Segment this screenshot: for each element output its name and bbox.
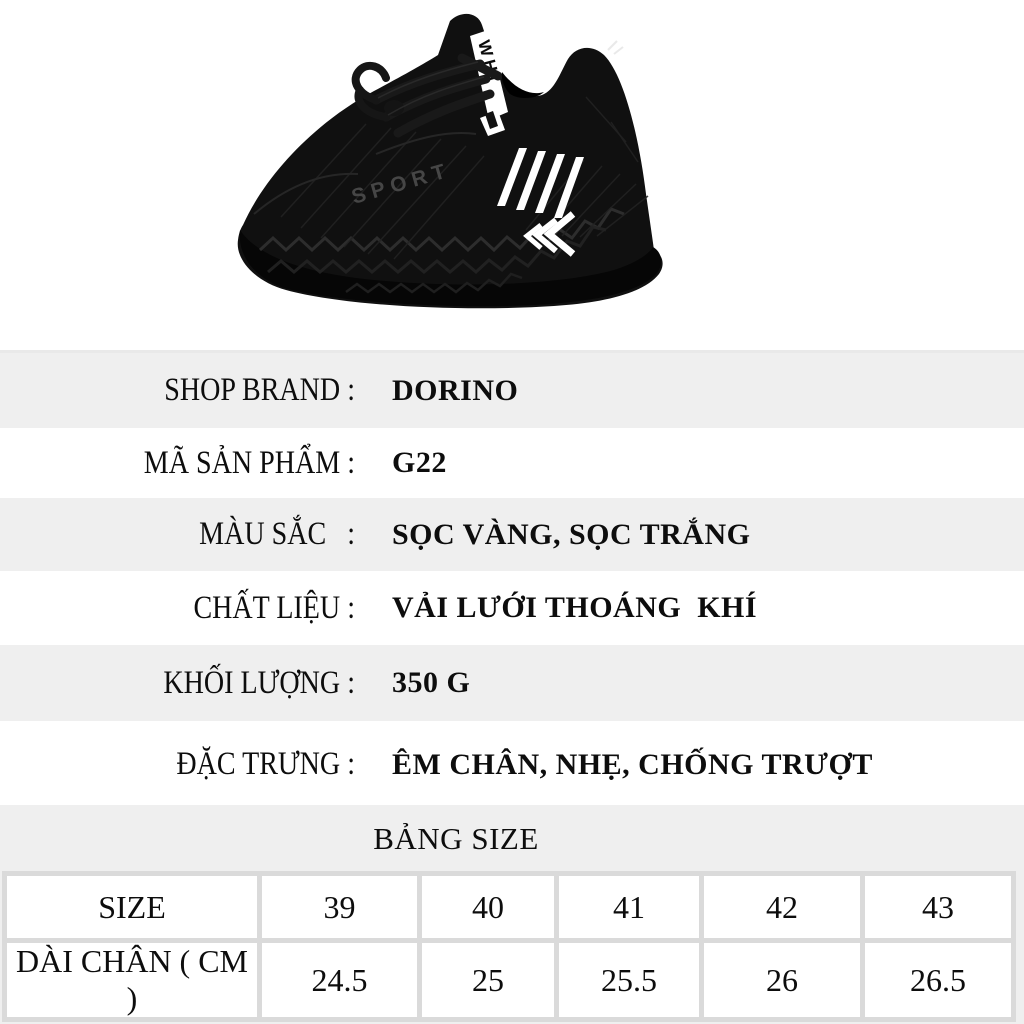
size-table-row-size: SIZE 39 40 41 42 43	[7, 876, 1011, 938]
stripe	[535, 154, 565, 213]
spec-value: 350 G	[392, 666, 471, 699]
size-table-cell: 39	[262, 876, 417, 938]
size-chart-section: BẢNG SIZE SIZE 39 40 41 42 43 DÀI CHÂN (…	[0, 805, 1024, 1024]
size-table: SIZE 39 40 41 42 43 DÀI CHÂN ( CM ) 24.5…	[2, 871, 1016, 1022]
spec-row-color: MÀU SẮC : SỌC VÀNG, SỌC TRẮNG	[0, 498, 1024, 571]
laces	[371, 53, 503, 138]
spec-label: KHỐI LƯỢNG :	[163, 664, 355, 701]
size-table-row-header: DÀI CHÂN ( CM )	[7, 943, 257, 1017]
spec-row-weight: KHỐI LƯỢNG : 350 G	[0, 645, 1024, 721]
spec-value: ÊM CHÂN, NHẸ, CHỐNG TRƯỢT	[392, 747, 873, 781]
size-table-row-header: SIZE	[7, 876, 257, 938]
size-table-cell: 25.5	[559, 943, 699, 1017]
size-table-cell: 41	[559, 876, 699, 938]
spec-value: SỌC VÀNG, SỌC TRẮNG	[392, 517, 751, 551]
spec-row-shop-brand: SHOP BRAND : DORINO	[0, 350, 1024, 428]
shoe-upper	[237, 13, 663, 309]
size-table-row-footlength: DÀI CHÂN ( CM ) 24.5 25 25.5 26 26.5	[7, 943, 1011, 1017]
shoe-illustration: WHI	[237, 13, 663, 309]
size-table-cell: 24.5	[262, 943, 417, 1017]
sole-chevrons	[523, 211, 576, 257]
stripe	[497, 148, 527, 206]
spec-row-product-code: MÃ SẢN PHẨM : G22	[0, 428, 1024, 498]
spec-row-material: CHẤT LIỆU : VẢI LƯỚI THOÁNG KHÍ	[0, 571, 1024, 645]
size-table-cell: 42	[704, 876, 860, 938]
heel-threads	[607, 40, 624, 55]
spec-value: VẢI LƯỚI THOÁNG KHÍ	[392, 591, 758, 624]
spec-list: SHOP BRAND : DORINO MÃ SẢN PHẨM : G22 MÀ…	[0, 350, 1024, 808]
spec-value: G22	[392, 446, 447, 479]
collar-shadow	[501, 72, 544, 99]
size-chart-title: BẢNG SIZE	[373, 821, 539, 856]
lace-knot	[384, 100, 404, 116]
spec-label: MÃ SẢN PHẨM :	[143, 444, 355, 481]
stripe	[554, 157, 584, 218]
spec-value: DORINO	[392, 373, 519, 407]
size-table-cell: 25	[422, 943, 554, 1017]
size-table-cell: 26	[704, 943, 860, 1017]
size-table-cell: 40	[422, 876, 554, 938]
sole-tread-pattern	[258, 207, 625, 294]
stripe	[516, 151, 546, 210]
product-photo: WHI	[0, 0, 1024, 350]
spec-label: ĐẶC TRƯNG :	[176, 746, 355, 782]
side-stripes	[497, 148, 584, 218]
lace-loops	[351, 61, 390, 121]
lace-highlights	[377, 61, 485, 116]
spec-label: CHẤT LIỆU :	[193, 589, 355, 626]
spec-label: SHOP BRAND :	[164, 372, 355, 408]
spec-label: MÀU SẮC :	[199, 516, 355, 552]
spec-row-features: ĐẶC TRƯNG : ÊM CHÂN, NHẸ, CHỐNG TRƯỢT	[0, 721, 1024, 808]
size-table-cell: 26.5	[865, 943, 1011, 1017]
size-table-cell: 43	[865, 876, 1011, 938]
seam-lines	[253, 131, 477, 215]
shoe-sole	[239, 230, 662, 307]
